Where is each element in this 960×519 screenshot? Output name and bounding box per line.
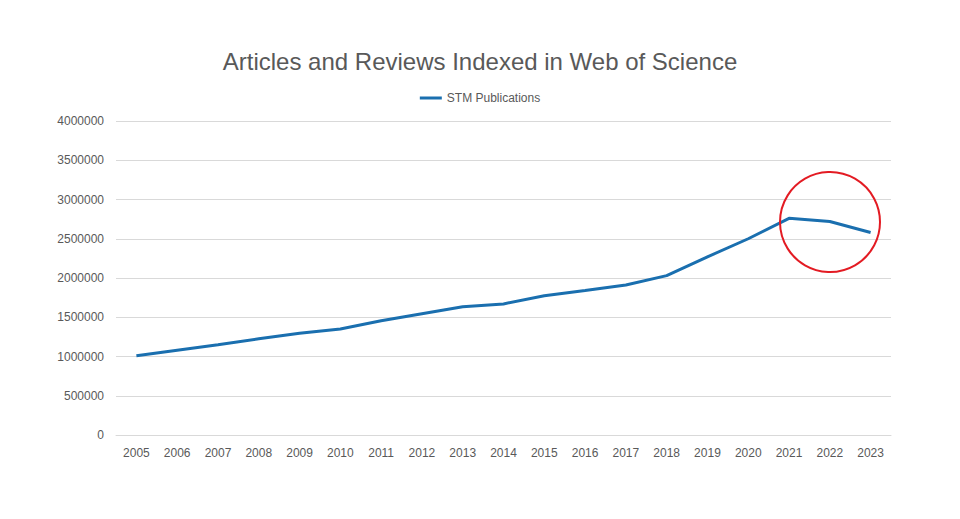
svg-text:500000: 500000 (64, 389, 104, 403)
svg-text:2008: 2008 (245, 446, 272, 460)
svg-text:2500000: 2500000 (57, 232, 104, 246)
svg-text:2016: 2016 (572, 446, 599, 460)
svg-text:2013: 2013 (449, 446, 476, 460)
svg-text:2014: 2014 (490, 446, 517, 460)
svg-text:0: 0 (97, 428, 104, 442)
svg-text:2009: 2009 (286, 446, 313, 460)
svg-text:2020: 2020 (735, 446, 762, 460)
svg-text:2006: 2006 (164, 446, 191, 460)
svg-text:2010: 2010 (327, 446, 354, 460)
svg-text:3500000: 3500000 (57, 153, 104, 167)
svg-text:STM Publications: STM Publications (447, 91, 540, 105)
svg-text:2019: 2019 (694, 446, 721, 460)
svg-text:2023: 2023 (857, 446, 884, 460)
svg-text:3000000: 3000000 (57, 193, 104, 207)
svg-text:2022: 2022 (816, 446, 843, 460)
svg-text:4000000: 4000000 (57, 114, 104, 128)
svg-text:2015: 2015 (531, 446, 558, 460)
svg-text:1000000: 1000000 (57, 350, 104, 364)
svg-text:2000000: 2000000 (57, 271, 104, 285)
svg-text:1500000: 1500000 (57, 310, 104, 324)
svg-text:2021: 2021 (776, 446, 803, 460)
svg-text:2005: 2005 (123, 446, 150, 460)
svg-text:Articles and Reviews Indexed i: Articles and Reviews Indexed in Web of S… (223, 48, 738, 75)
svg-text:2017: 2017 (613, 446, 640, 460)
svg-text:2012: 2012 (409, 446, 436, 460)
svg-text:2011: 2011 (368, 446, 394, 460)
svg-text:2018: 2018 (653, 446, 680, 460)
svg-text:2007: 2007 (205, 446, 232, 460)
